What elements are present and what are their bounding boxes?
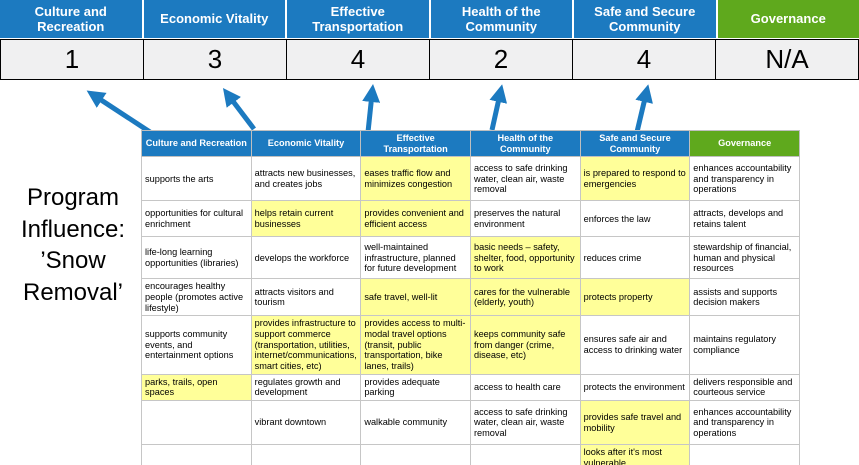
arrow-up-icon-health — [489, 84, 508, 131]
matrix-cell-r3-c3: cares for the vulnerable (elderly, youth… — [469, 278, 581, 317]
matrix-header-2: Effective Transportation — [360, 129, 471, 158]
matrix-cell-r6-c3: access to safe drinking water, clean air… — [469, 400, 581, 446]
category-header-1: Economic Vitality — [143, 0, 287, 38]
arrow-up-icon-safe — [634, 84, 653, 133]
category-score-2: 4 — [286, 40, 429, 79]
matrix-cell-r7-c4: looks after it's most vulnerable — [579, 444, 691, 465]
matrix-cell-r3-c2: safe travel, well-lit — [360, 278, 471, 317]
matrix-cell-r3-c0: encourages healthy people (promotes acti… — [141, 278, 252, 317]
matrix-cell-r4-c3: keeps community safe from danger (crime,… — [469, 315, 581, 375]
matrix-row-2: life-long learning opportunities (librar… — [141, 236, 800, 280]
matrix-header-row: Culture and Recreation Economic Vitality E… — [141, 129, 800, 158]
matrix-cell-r3-c4: protects property — [579, 278, 691, 317]
matrix-row-5: parks, trails, open spaces regulates grow… — [141, 373, 800, 402]
matrix-cell-r1-c4: enforces the law — [579, 200, 691, 238]
matrix-cell-r6-c0 — [141, 400, 252, 446]
matrix-cell-r5-c3: access to health care — [469, 373, 581, 402]
matrix-cell-r2-c4: reduces crime — [579, 236, 691, 280]
matrix-cell-r6-c5: enhances accountability and transparency… — [689, 400, 800, 446]
matrix-row-6: vibrant downtown walkable community access… — [141, 400, 800, 446]
matrix-cell-r2-c2: well-maintained infrastructure, planned … — [360, 236, 471, 280]
matrix-cell-r4-c1: provides infrastructure to support comme… — [250, 315, 362, 375]
matrix-cell-r5-c4: protects the environment — [579, 373, 691, 402]
matrix-header-5: Governance — [689, 129, 800, 158]
matrix-cell-r5-c2: provides adequate parking — [360, 373, 471, 402]
matrix-cell-r1-c1: helps retain current businesses — [250, 200, 362, 238]
category-header-row: Culture and Recreation Economic Vitality E… — [0, 0, 859, 38]
matrix-row-0: supports the arts attracts new businesses… — [141, 156, 800, 202]
matrix-cell-r6-c4: provides safe travel and mobility — [579, 400, 691, 446]
score-arrows-layer — [86, 84, 653, 135]
category-score-5: N/A — [715, 40, 858, 79]
score-row: 1 3 4 2 4 N/A — [0, 39, 859, 80]
matrix-header-0: Culture and Recreation — [141, 129, 252, 158]
matrix-cell-r1-c0: opportunities for cultural enrichment — [141, 200, 252, 238]
matrix-cell-r2-c5: stewardship of financial, human and phys… — [689, 236, 800, 280]
matrix-row-7: looks after it's most vulnerable — [141, 444, 800, 465]
program-influence-label: Program Influence: ’Snow Removal’ — [20, 184, 126, 307]
matrix-cell-r0-c3: access to safe drinking water, clean air… — [469, 156, 581, 202]
matrix-cell-r4-c2: provides access to multi-modal travel op… — [360, 315, 471, 375]
matrix-cell-r1-c2: provides convenient and efficient access — [360, 200, 471, 238]
matrix-cell-r2-c0: life-long learning opportunities (librar… — [141, 236, 252, 280]
matrix-cell-r5-c0: parks, trails, open spaces — [141, 373, 252, 402]
matrix-row-1: opportunities for cultural enrichment hel… — [141, 200, 800, 238]
matrix-cell-r6-c1: vibrant downtown — [250, 400, 362, 446]
matrix-cell-r4-c0: supports community events, and entertain… — [141, 315, 252, 375]
matrix-cell-r0-c5: enhances accountability and transparency… — [689, 156, 800, 202]
matrix-cell-r2-c1: develops the workforce — [250, 236, 362, 280]
category-header-4: Safe and Secure Community — [574, 0, 718, 38]
matrix-cell-r0-c0: supports the arts — [141, 156, 252, 202]
category-score-3: 2 — [429, 40, 572, 79]
matrix-header-1: Economic Vitality — [250, 129, 362, 158]
matrix-cell-r3-c1: attracts visitors and tourism — [250, 278, 362, 317]
matrix-cell-r7-c0 — [141, 444, 252, 465]
matrix-cell-r6-c2: walkable community — [360, 400, 471, 446]
category-score-1: 3 — [143, 40, 286, 79]
category-score-0: 1 — [64, 44, 80, 74]
matrix-cell-r0-c4: is prepared to respond to emergencies — [579, 156, 691, 202]
influence-matrix-table: Culture and Recreation Economic Vitality E… — [141, 129, 800, 465]
arrow-up-icon-economic — [222, 88, 256, 131]
matrix-header-3: Health of the Community — [469, 129, 581, 158]
matrix-cell-r3-c5: assists and supports decision makers — [689, 278, 800, 317]
matrix-cell-r0-c2: eases traffic flow and minimizes congest… — [360, 156, 471, 202]
matrix-cell-r4-c4: ensures safe air and access to drinking … — [579, 315, 691, 375]
category-header-0: Culture and Recreation — [0, 0, 144, 38]
matrix-cell-r7-c1 — [250, 444, 362, 465]
category-score-4: 4 — [572, 40, 715, 79]
matrix-header-4: Safe and Secure Community — [579, 129, 691, 158]
matrix-cell-r1-c3: preserves the natural environment — [469, 200, 581, 238]
matrix-cell-r7-c3 — [469, 444, 581, 465]
matrix-cell-r2-c3: basic needs – safety, shelter, food, opp… — [469, 236, 581, 280]
matrix-cell-r5-c1: regulates growth and development — [250, 373, 362, 402]
arrow-up-icon-transportation — [362, 84, 381, 133]
matrix-cell-r1-c5: attracts, develops and retains talent — [689, 200, 800, 238]
matrix-cell-r5-c5: delivers responsible and courteous servi… — [689, 373, 800, 402]
category-header-2: Effective Transportation — [287, 0, 431, 38]
matrix-row-3: encourages healthy people (promotes acti… — [141, 278, 800, 317]
matrix-cell-r0-c1: attracts new businesses, and creates job… — [250, 156, 362, 202]
category-header-5: Governance — [717, 0, 859, 38]
matrix-cell-r7-c2 — [360, 444, 471, 465]
matrix-cell-r7-c5 — [689, 444, 800, 465]
matrix-cell-r4-c5: maintains regulatory compliance — [689, 315, 800, 375]
matrix-row-4: supports community events, and entertain… — [141, 315, 800, 375]
arrow-up-icon-culture — [86, 90, 152, 135]
category-header-3: Health of the Community — [430, 0, 574, 38]
